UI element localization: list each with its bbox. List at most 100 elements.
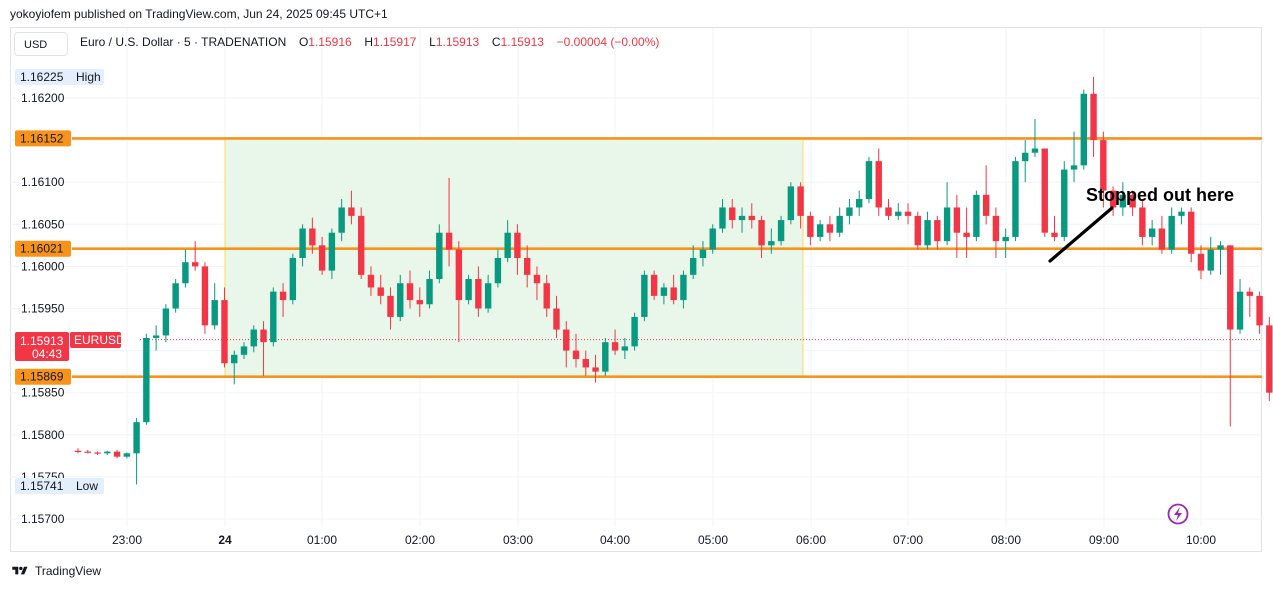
candle[interactable]	[436, 224, 443, 284]
candle[interactable]	[406, 270, 414, 309]
candle[interactable]	[1109, 186, 1117, 216]
candle[interactable]	[1012, 156, 1019, 242]
candle[interactable]	[973, 190, 980, 242]
candle[interactable]	[1227, 245, 1234, 427]
candle[interactable]	[1236, 279, 1244, 334]
candle[interactable]	[504, 220, 511, 263]
candle[interactable]	[182, 249, 189, 288]
annotation-arrow[interactable]	[1048, 206, 1114, 263]
candle[interactable]	[318, 236, 326, 275]
candle[interactable]	[162, 304, 170, 343]
candle[interactable]	[201, 262, 209, 334]
candle[interactable]	[1266, 316, 1273, 402]
candle[interactable]	[1022, 140, 1029, 183]
candle[interactable]	[231, 350, 238, 385]
candle[interactable]	[328, 228, 336, 280]
candle[interactable]	[699, 241, 707, 267]
candle[interactable]	[465, 274, 472, 305]
candle[interactable]	[572, 333, 580, 368]
candle[interactable]	[309, 217, 316, 254]
candle[interactable]	[924, 211, 931, 250]
currency-button[interactable]: USD	[14, 32, 68, 56]
symbol-name[interactable]: Euro / U.S. Dollar · 5 · TRADENATION	[80, 35, 287, 49]
candle[interactable]	[143, 333, 150, 425]
candle[interactable]	[904, 203, 912, 225]
candle[interactable]	[1178, 207, 1185, 225]
candle[interactable]	[826, 215, 834, 242]
candle[interactable]	[865, 156, 873, 204]
candle[interactable]	[250, 325, 257, 353]
candle[interactable]	[455, 241, 463, 343]
candle[interactable]	[582, 350, 589, 376]
candle[interactable]	[514, 224, 521, 275]
candle[interactable]	[953, 194, 961, 258]
candle[interactable]	[1051, 215, 1058, 242]
candle[interactable]	[1246, 287, 1253, 317]
candle[interactable]	[738, 207, 746, 233]
candle[interactable]	[523, 245, 531, 288]
candle[interactable]	[1119, 182, 1127, 216]
candle[interactable]	[992, 207, 1000, 258]
candle[interactable]	[1148, 220, 1156, 246]
candle[interactable]	[1217, 241, 1224, 275]
candle[interactable]	[172, 279, 179, 313]
level-price-tag[interactable]: 1.15869	[15, 368, 71, 385]
candle[interactable]	[1070, 131, 1078, 183]
candle[interactable]	[279, 283, 287, 317]
candle[interactable]	[650, 270, 658, 301]
candle[interactable]	[689, 245, 697, 280]
candle[interactable]	[631, 312, 638, 351]
candle[interactable]	[289, 253, 297, 305]
candle[interactable]	[982, 165, 990, 225]
candle[interactable]	[357, 207, 365, 280]
candle[interactable]	[602, 337, 609, 376]
candle[interactable]	[1139, 199, 1146, 246]
candle[interactable]	[748, 203, 755, 229]
candle[interactable]	[943, 182, 951, 246]
candle[interactable]	[484, 274, 492, 313]
candle[interactable]	[1158, 215, 1166, 254]
candle[interactable]	[856, 190, 863, 216]
candle[interactable]	[113, 449, 121, 459]
candle[interactable]	[387, 287, 394, 330]
candle[interactable]	[533, 266, 541, 301]
candle[interactable]	[94, 451, 101, 456]
candle[interactable]	[816, 220, 824, 242]
candle[interactable]	[426, 270, 433, 309]
candle[interactable]	[397, 274, 404, 322]
candle[interactable]	[494, 249, 502, 288]
candle[interactable]	[211, 283, 218, 330]
candle[interactable]	[914, 211, 921, 250]
candle[interactable]	[1197, 245, 1205, 280]
candle[interactable]	[1256, 291, 1263, 334]
candle[interactable]	[1041, 148, 1048, 237]
candle[interactable]	[895, 203, 902, 221]
candle[interactable]	[836, 207, 843, 237]
candle[interactable]	[74, 448, 82, 454]
candle[interactable]	[416, 287, 423, 317]
candle[interactable]	[719, 199, 726, 233]
candle[interactable]	[963, 207, 970, 258]
candle[interactable]	[787, 182, 795, 225]
candle[interactable]	[152, 325, 160, 351]
candle[interactable]	[611, 329, 619, 355]
candle[interactable]	[1207, 236, 1214, 275]
candle[interactable]	[768, 228, 775, 254]
candle[interactable]	[240, 342, 248, 360]
candle[interactable]	[641, 270, 648, 322]
range-zone-rect[interactable]	[224, 137, 804, 378]
candle[interactable]	[260, 321, 267, 376]
candle[interactable]	[543, 274, 550, 317]
candle[interactable]	[797, 182, 804, 229]
candle[interactable]	[1129, 190, 1136, 216]
candle[interactable]	[123, 452, 131, 459]
candle[interactable]	[709, 224, 716, 254]
candle[interactable]	[1080, 89, 1087, 170]
candle[interactable]	[104, 450, 111, 456]
candle[interactable]	[1002, 228, 1009, 258]
candle[interactable]	[270, 287, 277, 347]
candle[interactable]	[1090, 76, 1097, 157]
candle[interactable]	[875, 148, 882, 216]
candle[interactable]	[846, 199, 853, 225]
candle[interactable]	[729, 199, 736, 229]
